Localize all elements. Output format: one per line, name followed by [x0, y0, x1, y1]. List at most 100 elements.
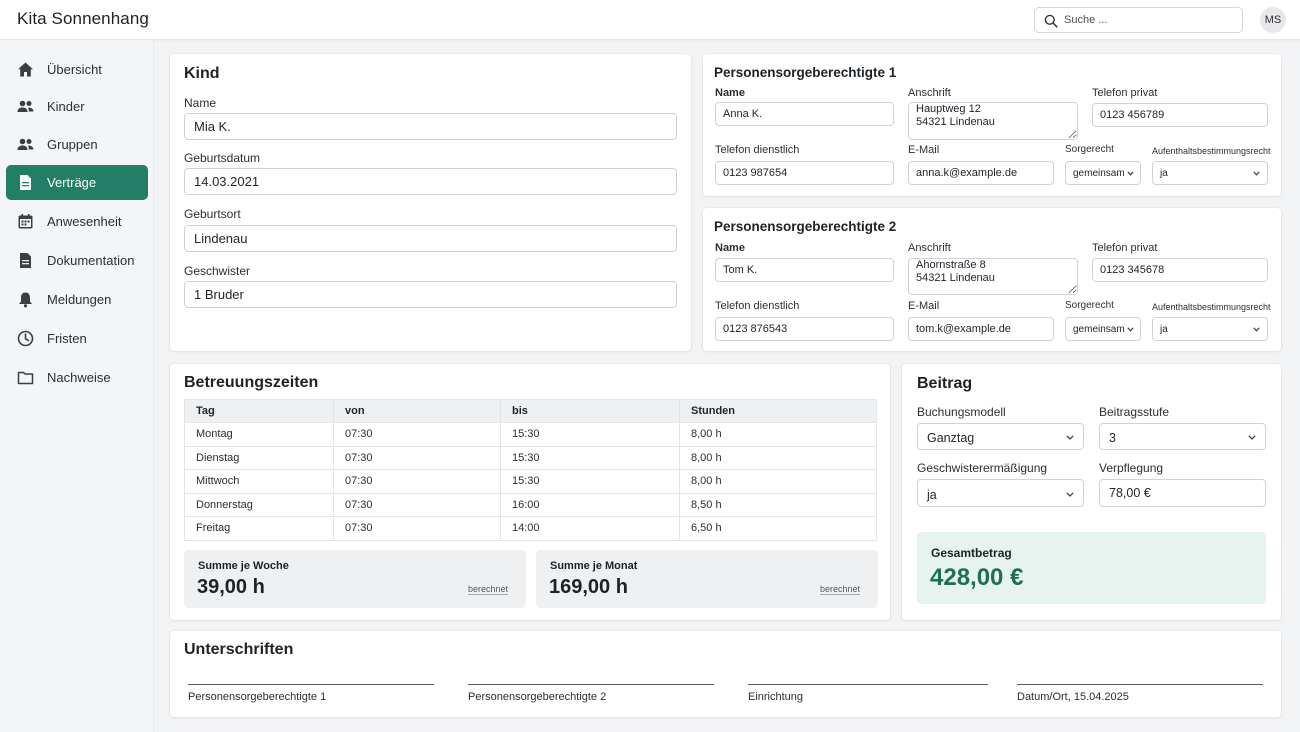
guardian-1-sorgerecht-select[interactable]: gemeinsam: [1065, 161, 1141, 185]
signature-line[interactable]: [468, 684, 714, 685]
betreuung-title: Betreuungszeiten: [184, 374, 319, 391]
sidebar-item-label: Nachweise: [47, 370, 111, 385]
kind-geburtsort-label: Geburtsort: [184, 207, 241, 221]
buchungsmodell-select[interactable]: Ganztag: [917, 423, 1084, 450]
cell-von[interactable]: 07:30: [333, 422, 501, 447]
sidebar-item-label: Übersicht: [47, 62, 102, 77]
beitragsstufe-select[interactable]: 3: [1099, 423, 1266, 450]
guardian-2-tel-privat-input[interactable]: [1092, 258, 1268, 282]
groups-icon: [17, 138, 34, 150]
cell-bis[interactable]: 15:30: [500, 445, 680, 470]
cell-tag: Freitag: [184, 516, 334, 541]
cell-bis[interactable]: 15:30: [500, 422, 680, 447]
search-input[interactable]: [1064, 11, 1234, 29]
search-icon: [1044, 14, 1058, 28]
guardian-1-email-input[interactable]: [908, 161, 1054, 185]
chevron-down-icon: [1127, 171, 1134, 176]
cell-von[interactable]: 07:30: [333, 469, 501, 494]
guardian-1-tel-dienst-label: Telefon dienstlich: [715, 144, 800, 156]
sidebar-item-label: Fristen: [47, 331, 87, 346]
chevron-down-icon: [1253, 171, 1260, 176]
table-row[interactable]: Freitag 07:30 14:00 6,50 h: [184, 516, 877, 541]
kind-name-label: Name: [184, 96, 217, 110]
guardian-2-title: Personensorgeberechtigte 2: [714, 219, 897, 234]
signature-label: Personensorgeberechtigte 2: [468, 691, 607, 703]
guardian-2-tel-dienst-input[interactable]: [715, 317, 894, 341]
geschwisterermaessigung-label: Geschwisterermäßigung: [917, 461, 1048, 475]
guardian-1-tel-privat-input[interactable]: [1092, 103, 1268, 127]
select-value: ja: [1160, 168, 1168, 179]
signature-label: Personensorgeberechtigte 1: [188, 691, 327, 703]
avatar[interactable]: MS: [1260, 7, 1286, 33]
select-value: Ganztag: [927, 431, 975, 445]
cell-bis[interactable]: 16:00: [500, 492, 680, 517]
calendar-icon: [18, 214, 33, 229]
cell-stunden: 8,00 h: [679, 422, 877, 447]
sidebar-item-uebersicht[interactable]: Übersicht: [6, 52, 148, 87]
kind-name-input[interactable]: [184, 113, 677, 140]
sidebar-item-vertraege[interactable]: Verträge: [6, 165, 148, 200]
sidebar-item-label: Meldungen: [47, 292, 112, 307]
kind-geschwister-label: Geschwister: [184, 264, 251, 278]
buchungsmodell-label: Buchungsmodell: [917, 405, 1006, 419]
guardian-2-sorgerecht-label: Sorgerecht: [1065, 300, 1114, 311]
guardian-2-aufenthalt-select[interactable]: ja: [1152, 317, 1268, 341]
guardian-1-anschrift-textarea[interactable]: Hauptweg 12 54321 Lindenau: [908, 102, 1078, 140]
folder-icon: [17, 371, 34, 385]
signature-line[interactable]: [748, 684, 988, 685]
gesamtbetrag-label: Gesamtbetrag: [931, 546, 1012, 560]
guardian-1-name-input[interactable]: [715, 102, 894, 126]
guardian-1-anschrift-label: Anschrift: [908, 87, 951, 99]
table-row[interactable]: Dienstag 07:30 15:30 8,00 h: [184, 445, 877, 470]
cell-bis[interactable]: 15:30: [500, 469, 680, 494]
chevron-down-icon: [1066, 492, 1074, 497]
guardian-1-email-label: E-Mail: [908, 144, 940, 156]
signature-line[interactable]: [1017, 684, 1263, 685]
sidebar-item-label: Dokumentation: [47, 253, 135, 268]
guardian-2-name-label: Name: [715, 242, 745, 254]
sidebar-item-anwesenheit[interactable]: Anwesenheit: [6, 204, 148, 239]
sum-week-value: 39,00 h: [197, 576, 265, 598]
guardian-2-sorgerecht-select[interactable]: gemeinsam: [1065, 317, 1141, 341]
cell-bis[interactable]: 14:00: [500, 516, 680, 541]
sidebar-item-fristen[interactable]: Fristen: [6, 321, 148, 356]
sidebar-item-label: Kinder: [47, 99, 85, 114]
guardian-2-anschrift-textarea[interactable]: Ahornstraße 8 54321 Lindenau: [908, 258, 1078, 295]
guardian-2-aufenthalt-label: Aufenthaltsbestimmungsrecht: [1152, 302, 1271, 312]
guardian-2-email-input[interactable]: [908, 317, 1054, 341]
select-value: gemeinsam: [1073, 168, 1125, 179]
select-value: gemeinsam: [1073, 324, 1125, 335]
sidebar-item-gruppen[interactable]: Gruppen: [6, 127, 148, 162]
kind-title: Kind: [184, 65, 220, 82]
guardian-2-anschrift-label: Anschrift: [908, 242, 951, 254]
table-row[interactable]: Montag 07:30 15:30 8,00 h: [184, 422, 877, 447]
cell-von[interactable]: 07:30: [333, 516, 501, 541]
guardian-1-tel-dienst-input[interactable]: [715, 161, 894, 185]
cell-von[interactable]: 07:30: [333, 445, 501, 470]
table-row[interactable]: Mittwoch 07:30 15:30 8,00 h: [184, 469, 877, 494]
sidebar-item-kinder[interactable]: Kinder: [6, 89, 148, 124]
users-icon: [17, 100, 34, 112]
chevron-down-icon: [1127, 327, 1134, 332]
top-bar: Kita Sonnenhang MS: [0, 0, 1300, 40]
sidebar-item-meldungen[interactable]: Meldungen: [6, 282, 148, 317]
geschwisterermaessigung-select[interactable]: ja: [917, 479, 1084, 507]
unterschriften-title: Unterschriften: [184, 641, 294, 658]
search-box[interactable]: [1034, 7, 1243, 33]
sidebar-item-nachweise[interactable]: Nachweise: [6, 360, 148, 395]
guardian-2-name-input[interactable]: [715, 258, 894, 282]
select-value: 3: [1109, 431, 1116, 445]
kind-geburtsdatum-input[interactable]: [184, 168, 677, 195]
table-row[interactable]: Donnerstag 07:30 16:00 8,50 h: [184, 492, 877, 517]
cell-tag: Dienstag: [184, 445, 334, 470]
signature-line[interactable]: [188, 684, 434, 685]
cell-von[interactable]: 07:30: [333, 492, 501, 517]
beitragsstufe-label: Beitragsstufe: [1099, 405, 1170, 419]
select-value: ja: [927, 488, 937, 502]
guardian-1-aufenthalt-select[interactable]: ja: [1152, 161, 1268, 185]
kind-geschwister-input[interactable]: [184, 281, 677, 308]
sidebar-item-label: Verträge: [47, 175, 97, 190]
verpflegung-input[interactable]: [1099, 479, 1266, 507]
sidebar-item-dokumentation[interactable]: Dokumentation: [6, 243, 148, 278]
kind-geburtsort-input[interactable]: [184, 225, 677, 252]
